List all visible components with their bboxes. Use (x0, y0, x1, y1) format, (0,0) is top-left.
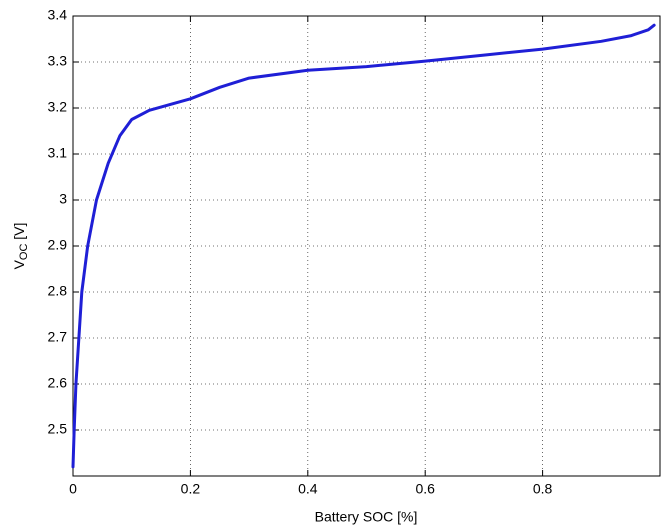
x-tick-label: 0.6 (415, 481, 435, 497)
x-tick-label: 0.2 (181, 481, 201, 497)
y-tick-label: 3.2 (48, 99, 68, 115)
y-tick-label: 3.4 (48, 7, 68, 23)
y-tick-label: 2.7 (48, 329, 68, 345)
y-tick-label: 3 (59, 191, 67, 207)
y-tick-label: 2.5 (48, 421, 68, 437)
y-tick-label: 3.1 (48, 145, 68, 161)
y-tick-label: 2.9 (48, 237, 68, 253)
data-line (71, 23, 656, 469)
x-tick-label: 0 (69, 481, 77, 497)
y-tick-label: 2.6 (48, 375, 68, 391)
x-tick-label: 0.8 (533, 481, 553, 497)
y-axis-label: VOC [V] (11, 223, 30, 270)
y-tick-label: 2.8 (48, 283, 68, 299)
y-tick-label: 3.3 (48, 53, 68, 69)
x-axis-label: Battery SOC [%] (315, 509, 418, 525)
plot-frame (72, 15, 661, 477)
x-tick-label: 0.4 (298, 481, 318, 497)
